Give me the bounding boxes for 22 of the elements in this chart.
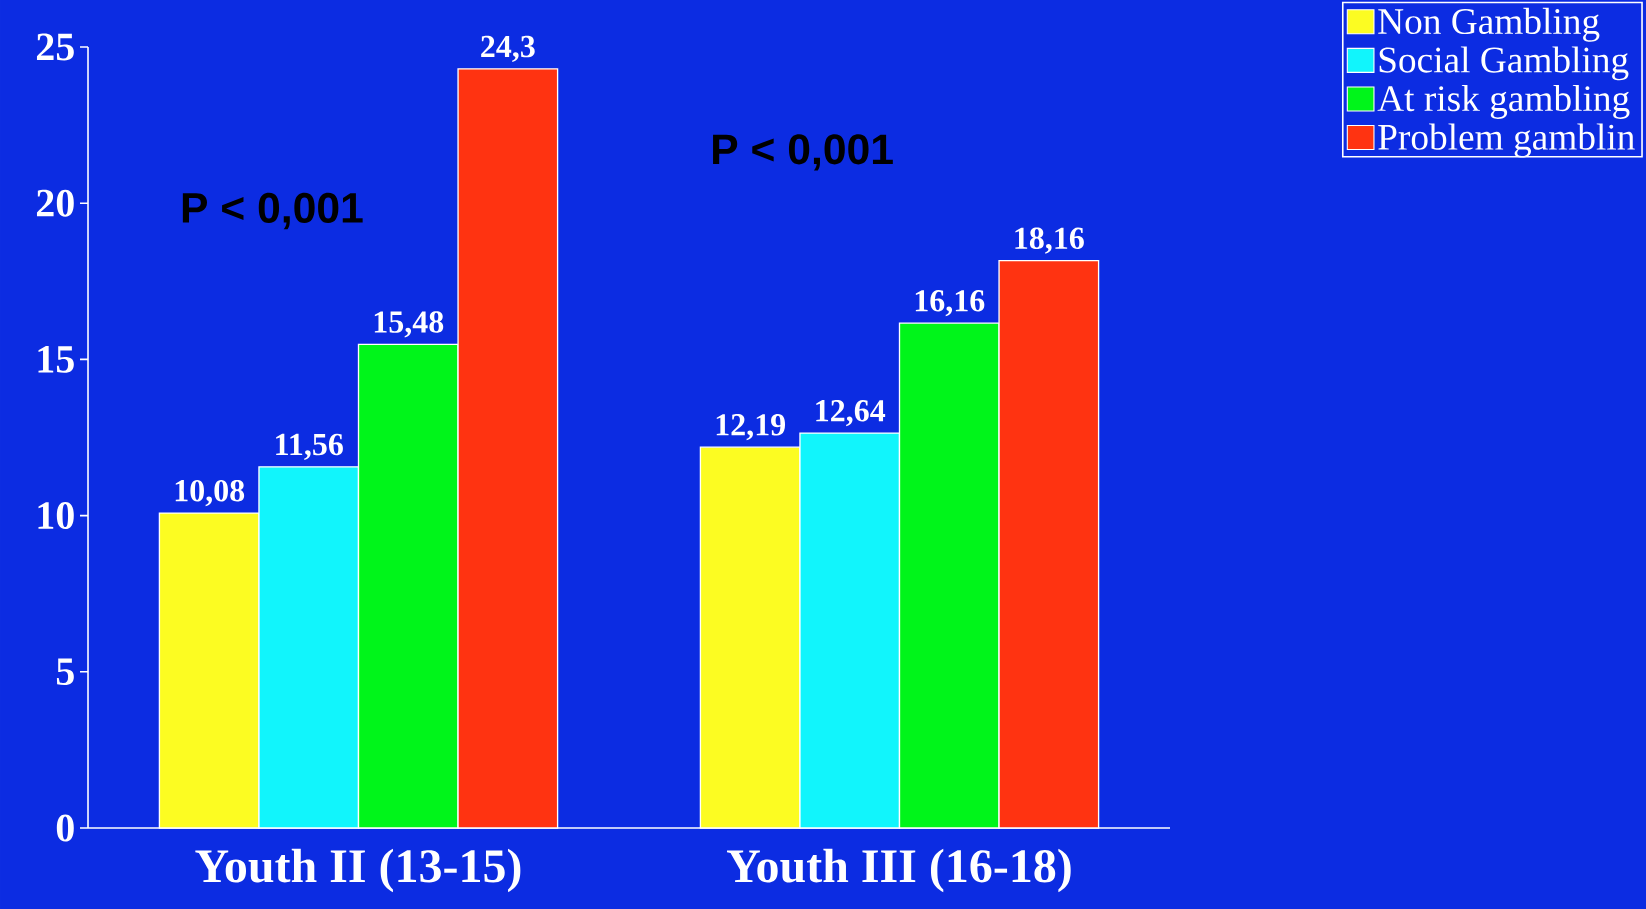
data-label: 10,08: [175, 479, 245, 507]
annotation: P < 0,001: [713, 134, 893, 171]
y-tick-label: 0: [56, 814, 74, 842]
data-label: 24,3: [481, 35, 535, 62]
legend-label: At risk gambling: [1377, 84, 1630, 119]
legend-label: Problem gamblin: [1378, 123, 1635, 158]
data-label: 12,19: [716, 414, 786, 441]
data-label: 16,16: [915, 290, 985, 317]
y-tick-label: 20: [36, 189, 74, 217]
x-tick-label: Youth III (16-18): [726, 848, 1071, 893]
data-label: 18,16: [1015, 227, 1084, 254]
y-tick-label: 25: [36, 33, 74, 61]
annotation: P < 0,001: [182, 192, 363, 230]
y-tick-label: 5: [56, 658, 74, 686]
data-label: 15,48: [374, 311, 444, 338]
x-tick-label: Youth II (13-15): [195, 848, 521, 893]
legend-label: Social Gambling: [1379, 46, 1629, 81]
data-label: 11,56: [276, 433, 343, 460]
legend-label: Non Gambling: [1378, 7, 1600, 42]
data-label: 12,64: [816, 400, 886, 427]
y-tick-label: 10: [38, 502, 74, 530]
y-tick-label: 15: [38, 345, 74, 373]
